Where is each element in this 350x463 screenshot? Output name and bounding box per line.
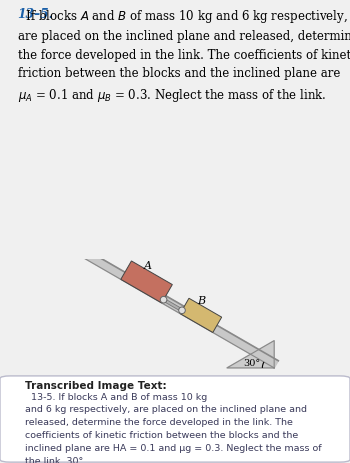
Text: B: B [197, 296, 205, 306]
Polygon shape [121, 261, 172, 303]
Text: If blocks $A$ and $B$ of mass 10 kg and 6 kg respectively,
are placed on the inc: If blocks $A$ and $B$ of mass 10 kg and … [18, 8, 350, 104]
Circle shape [160, 296, 167, 303]
Text: 13-5. If blocks A and B of mass 10 kg
and 6 kg respectively, are placed on the i: 13-5. If blocks A and B of mass 10 kg an… [25, 393, 321, 463]
Polygon shape [49, 231, 278, 368]
Text: 13–5.: 13–5. [18, 8, 53, 21]
Text: 30°: 30° [244, 359, 261, 368]
Polygon shape [180, 298, 222, 332]
FancyBboxPatch shape [0, 376, 350, 462]
Circle shape [179, 307, 185, 313]
Polygon shape [163, 299, 183, 312]
Text: A: A [144, 261, 152, 271]
Text: Transcribed Image Text:: Transcribed Image Text: [25, 381, 166, 391]
Polygon shape [227, 341, 274, 368]
